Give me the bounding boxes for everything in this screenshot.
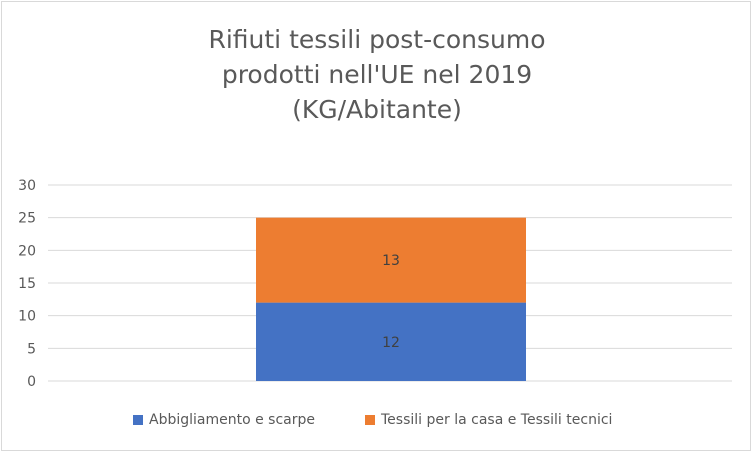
legend-swatch-abbigliamento bbox=[133, 415, 143, 425]
chart-title: Rifiuti tessili post-consumo prodotti ne… bbox=[0, 22, 754, 127]
chart-legend: Abbigliamento e scarpe Tessili per la ca… bbox=[0, 412, 754, 434]
y-tick-label-15: 15 bbox=[18, 276, 36, 292]
y-tick-label-20: 20 bbox=[18, 243, 36, 259]
bar-segment-1 bbox=[256, 302, 526, 381]
data-label-1: 12 bbox=[382, 335, 400, 351]
y-tick-label-0: 0 bbox=[27, 374, 36, 390]
chart-title-line-1: Rifiuti tessili post-consumo bbox=[208, 25, 546, 54]
y-tick-label-5: 5 bbox=[27, 341, 36, 357]
legend-item-abbigliamento: Abbigliamento e scarpe bbox=[133, 412, 315, 428]
bar-segment-2 bbox=[256, 217, 526, 303]
data-label-2: 13 bbox=[382, 253, 400, 269]
y-tick-label-25: 25 bbox=[18, 211, 36, 227]
legend-label-abbigliamento: Abbigliamento e scarpe bbox=[149, 412, 316, 428]
chart-title-line-3: (KG/Abitante) bbox=[292, 95, 462, 124]
y-tick-label-30: 30 bbox=[18, 178, 36, 194]
legend-swatch-tessili bbox=[365, 415, 375, 425]
chart-title-line-2: prodotti nell'UE nel 2019 bbox=[221, 60, 533, 89]
legend-label-tessili: Tessili per la casa e Tessili tecnici bbox=[381, 412, 613, 428]
y-tick-label-10: 10 bbox=[18, 309, 36, 325]
legend-item-tessili: Tessili per la casa e Tessili tecnici bbox=[365, 412, 612, 428]
